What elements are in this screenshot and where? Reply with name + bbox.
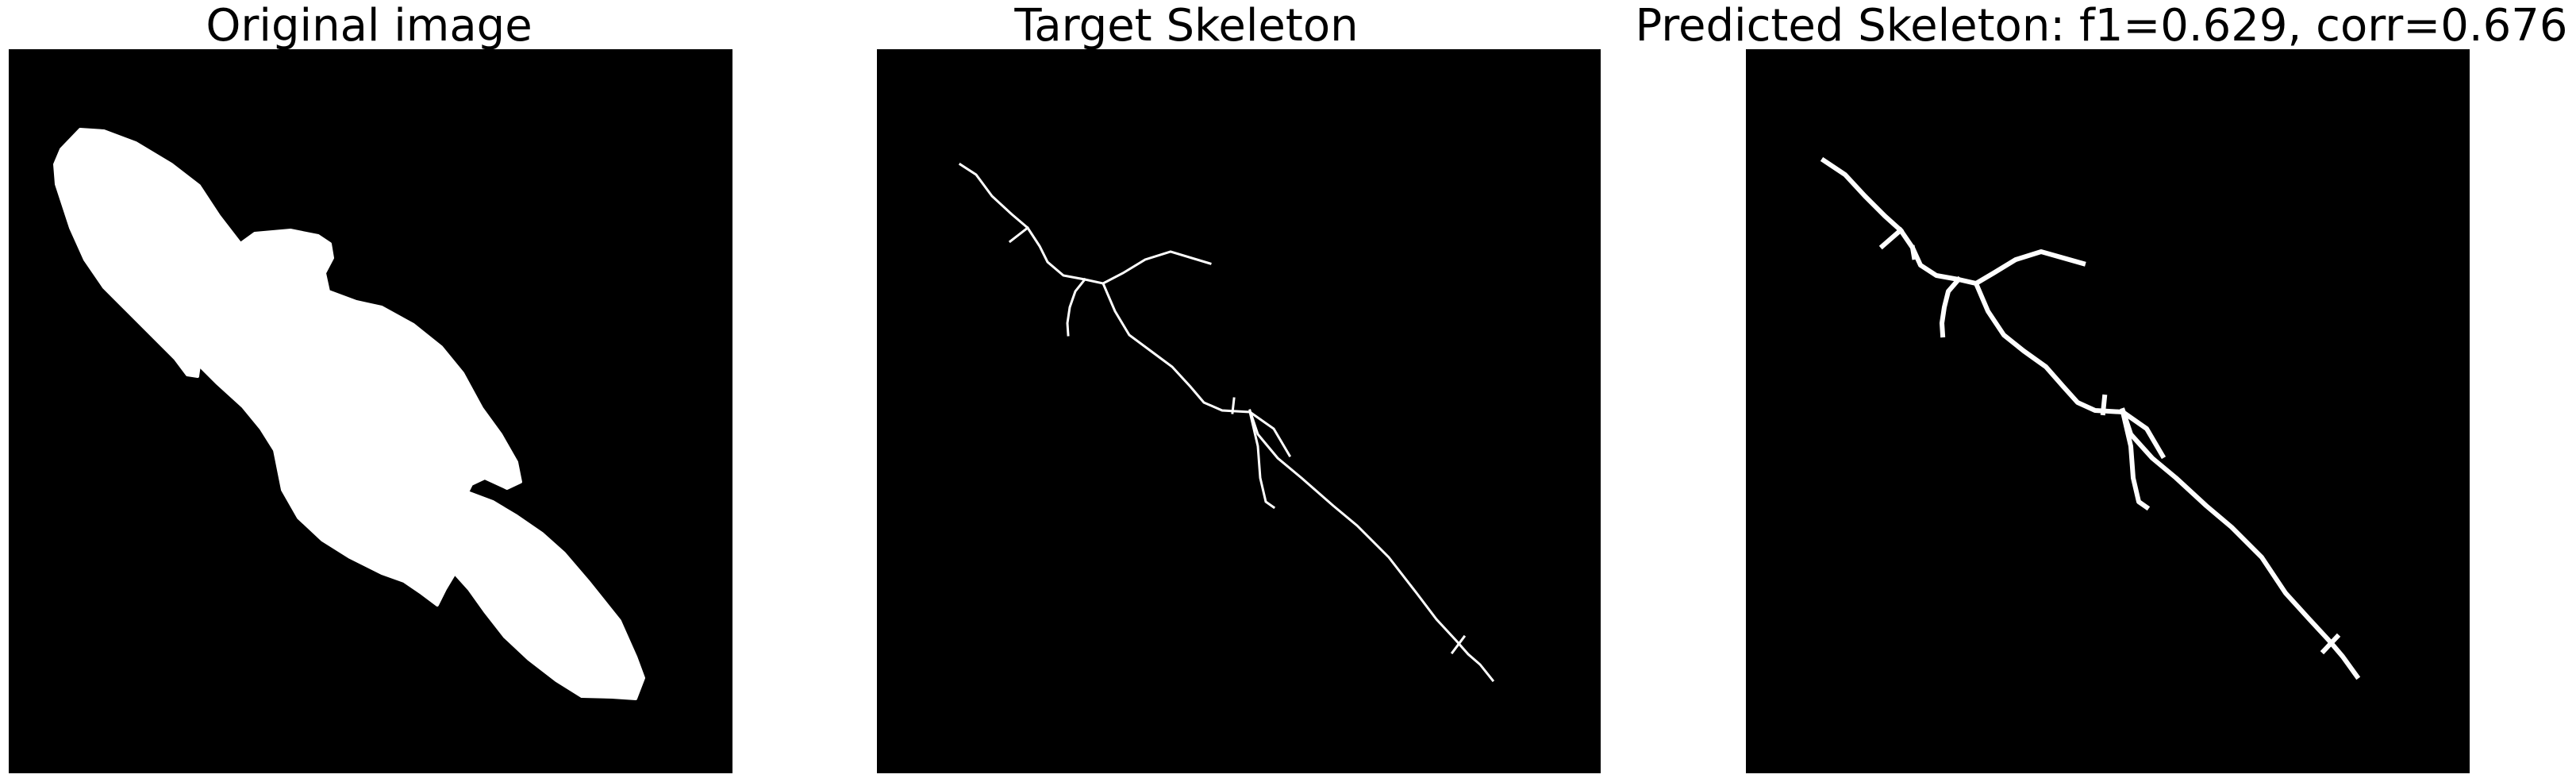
target-skeleton-panel (877, 49, 1601, 773)
panel-title-original: Original image (206, 0, 533, 52)
original-image-panel (9, 49, 732, 773)
original-image-shape (53, 128, 645, 700)
predicted-skeleton-lines (1820, 156, 2361, 680)
panel-title-target: Target Skeleton (1014, 0, 1359, 52)
panel-title-predicted: Predicted Skeleton: f1=0.629, corr=0.676 (1635, 0, 2568, 52)
predicted-skeleton-panel (1746, 49, 2470, 773)
target-skeleton-lines (958, 162, 1495, 683)
